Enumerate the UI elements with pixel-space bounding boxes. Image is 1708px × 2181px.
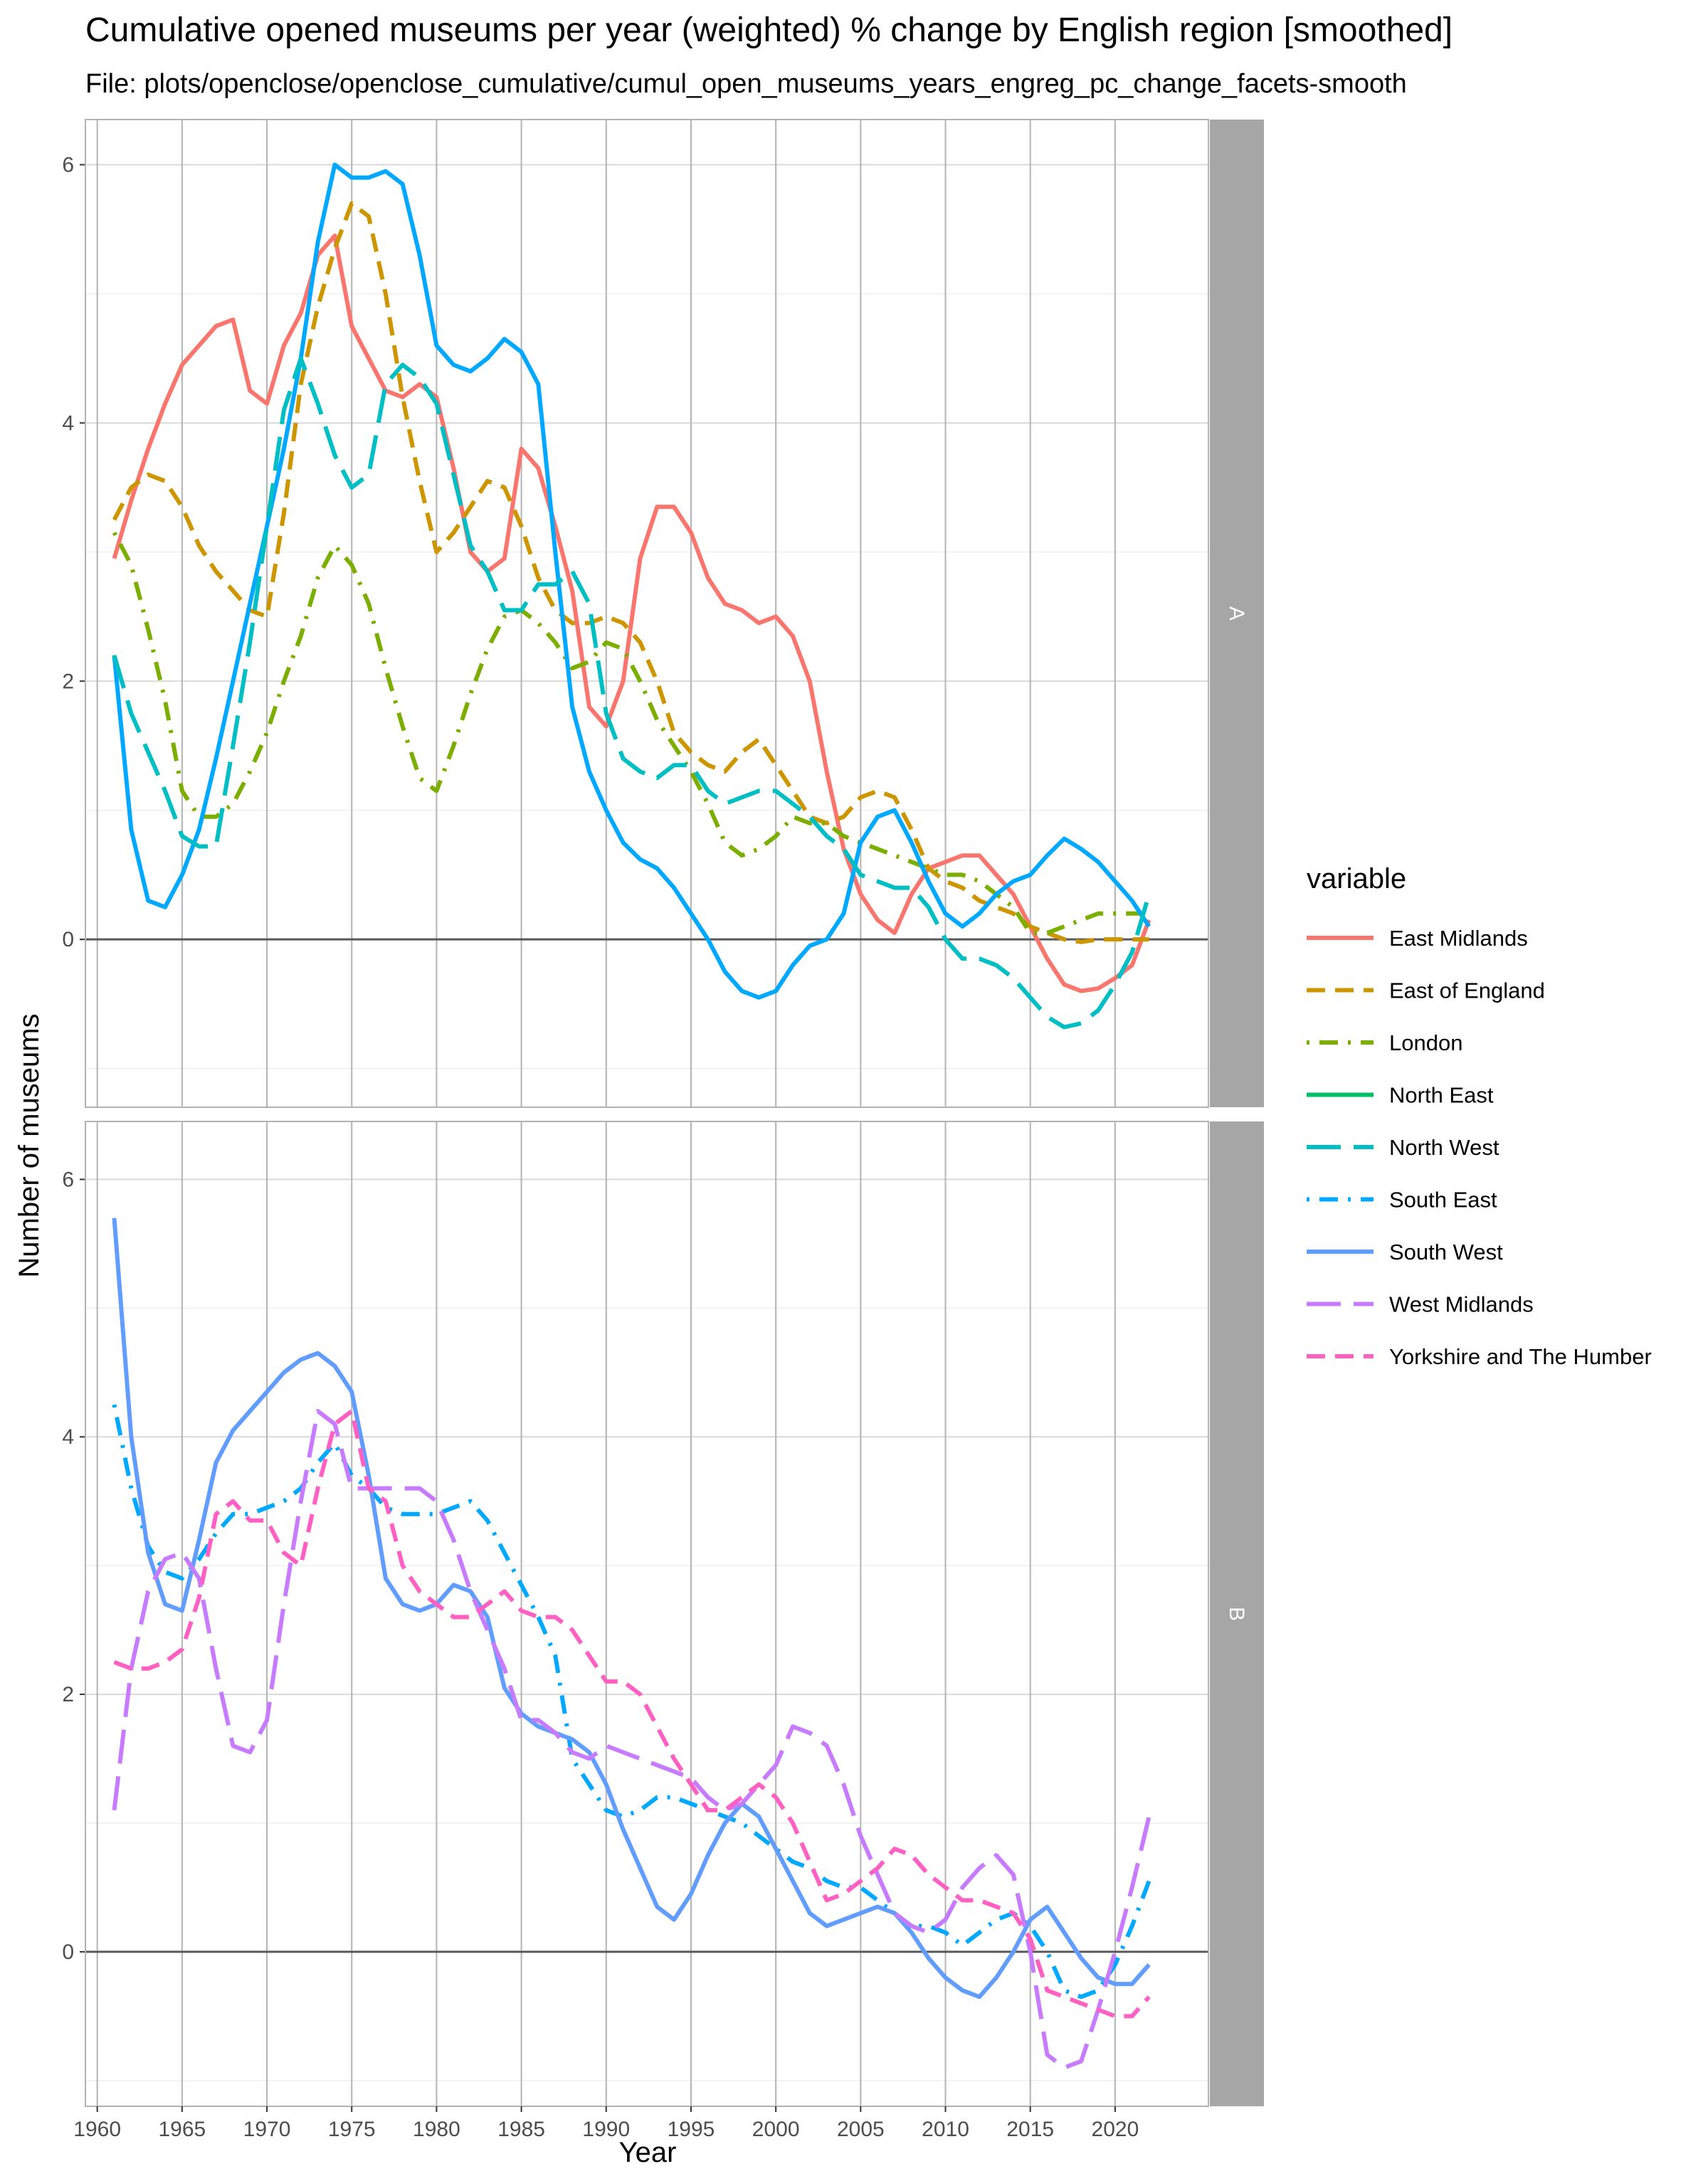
panel-background: [85, 1121, 1208, 2106]
y-tick-label: 0: [62, 1940, 74, 1964]
legend-label: London: [1389, 1030, 1462, 1055]
x-tick-label: 1995: [668, 2118, 715, 2141]
x-tick-label: 1980: [413, 2118, 460, 2141]
y-tick-label: 4: [62, 1425, 74, 1449]
panel-border: [85, 119, 1209, 1108]
y-tick-label: 2: [62, 670, 74, 693]
x-tick-label: 1965: [158, 2118, 206, 2141]
x-tick-label: 2010: [922, 2118, 969, 2141]
legend: variable East Midlands East of England Lon…: [1307, 863, 1652, 1369]
series-line-south-east: [112, 1404, 1151, 2000]
panel-background: [85, 120, 1208, 1107]
series-line-east-of-england: [112, 201, 1149, 944]
legend-label: South West: [1389, 1240, 1503, 1264]
series-line-west-midlands: [112, 1409, 1151, 2070]
facet-strip: [1210, 120, 1264, 1107]
legend-label: West Midlands: [1389, 1292, 1534, 1317]
facet-strip: [1210, 1121, 1264, 2106]
series-line-yorkshire-and-the-humber: [113, 1409, 1151, 2019]
y-tick-label: 0: [62, 928, 74, 951]
legend-label: North East: [1389, 1083, 1494, 1108]
legend-label: East of England: [1389, 978, 1545, 1003]
x-tick-label: 1975: [328, 2118, 376, 2141]
panels-group: 0 2 4 6 A 0 2 4 6 B 1960 1965 1970 1975 1980 1985 1990 19…: [62, 119, 1264, 2141]
legend-label: East Midlands: [1389, 926, 1528, 951]
x-tick-label: 2005: [837, 2118, 885, 2141]
x-tick-label: 1990: [582, 2118, 630, 2141]
y-axis-title: Number of museums: [14, 1013, 45, 1277]
x-tick-label: 1970: [243, 2118, 291, 2141]
legend-title: variable: [1307, 863, 1406, 894]
panel-border: [85, 1121, 1209, 2107]
x-axis-title: Year: [619, 2137, 677, 2168]
y-tick-label: 2: [62, 1683, 74, 1706]
legend-label: South East: [1389, 1188, 1497, 1213]
series-line-north-east: [112, 162, 1151, 1000]
y-tick-label: 6: [62, 1168, 74, 1191]
series-line-east-midlands: [112, 233, 1151, 993]
legend-label: North West: [1389, 1135, 1499, 1160]
facet-strip-label: B: [1225, 1607, 1248, 1621]
legend-label: Yorkshire and The Humber: [1389, 1344, 1652, 1369]
y-tick-label: 4: [62, 411, 74, 435]
y-tick-label: 6: [62, 154, 74, 177]
x-tick-label: 1985: [497, 2118, 545, 2141]
series-line-london: [112, 532, 1149, 936]
x-tick-label: 1960: [73, 2118, 121, 2141]
chart-title: Cumulative opened museums per year (weig…: [85, 11, 1453, 49]
x-tick-label: 2020: [1092, 2118, 1139, 2141]
x-tick-label: 2000: [752, 2118, 800, 2141]
chart-subtitle: File: plots/openclose/openclose_cumulati…: [85, 69, 1407, 99]
series-line-north-west: [112, 356, 1151, 1030]
series-line-south-west: [112, 1218, 1151, 2000]
x-tick-label: 2015: [1006, 2118, 1054, 2141]
facet-strip-label: A: [1225, 606, 1248, 620]
panel-A: 0 2 4 6 A: [62, 119, 1264, 1108]
panel-B: 0 2 4 6 B 1960 1965 1970 1975 1980 1985 1990 1995 200…: [62, 1121, 1264, 2141]
